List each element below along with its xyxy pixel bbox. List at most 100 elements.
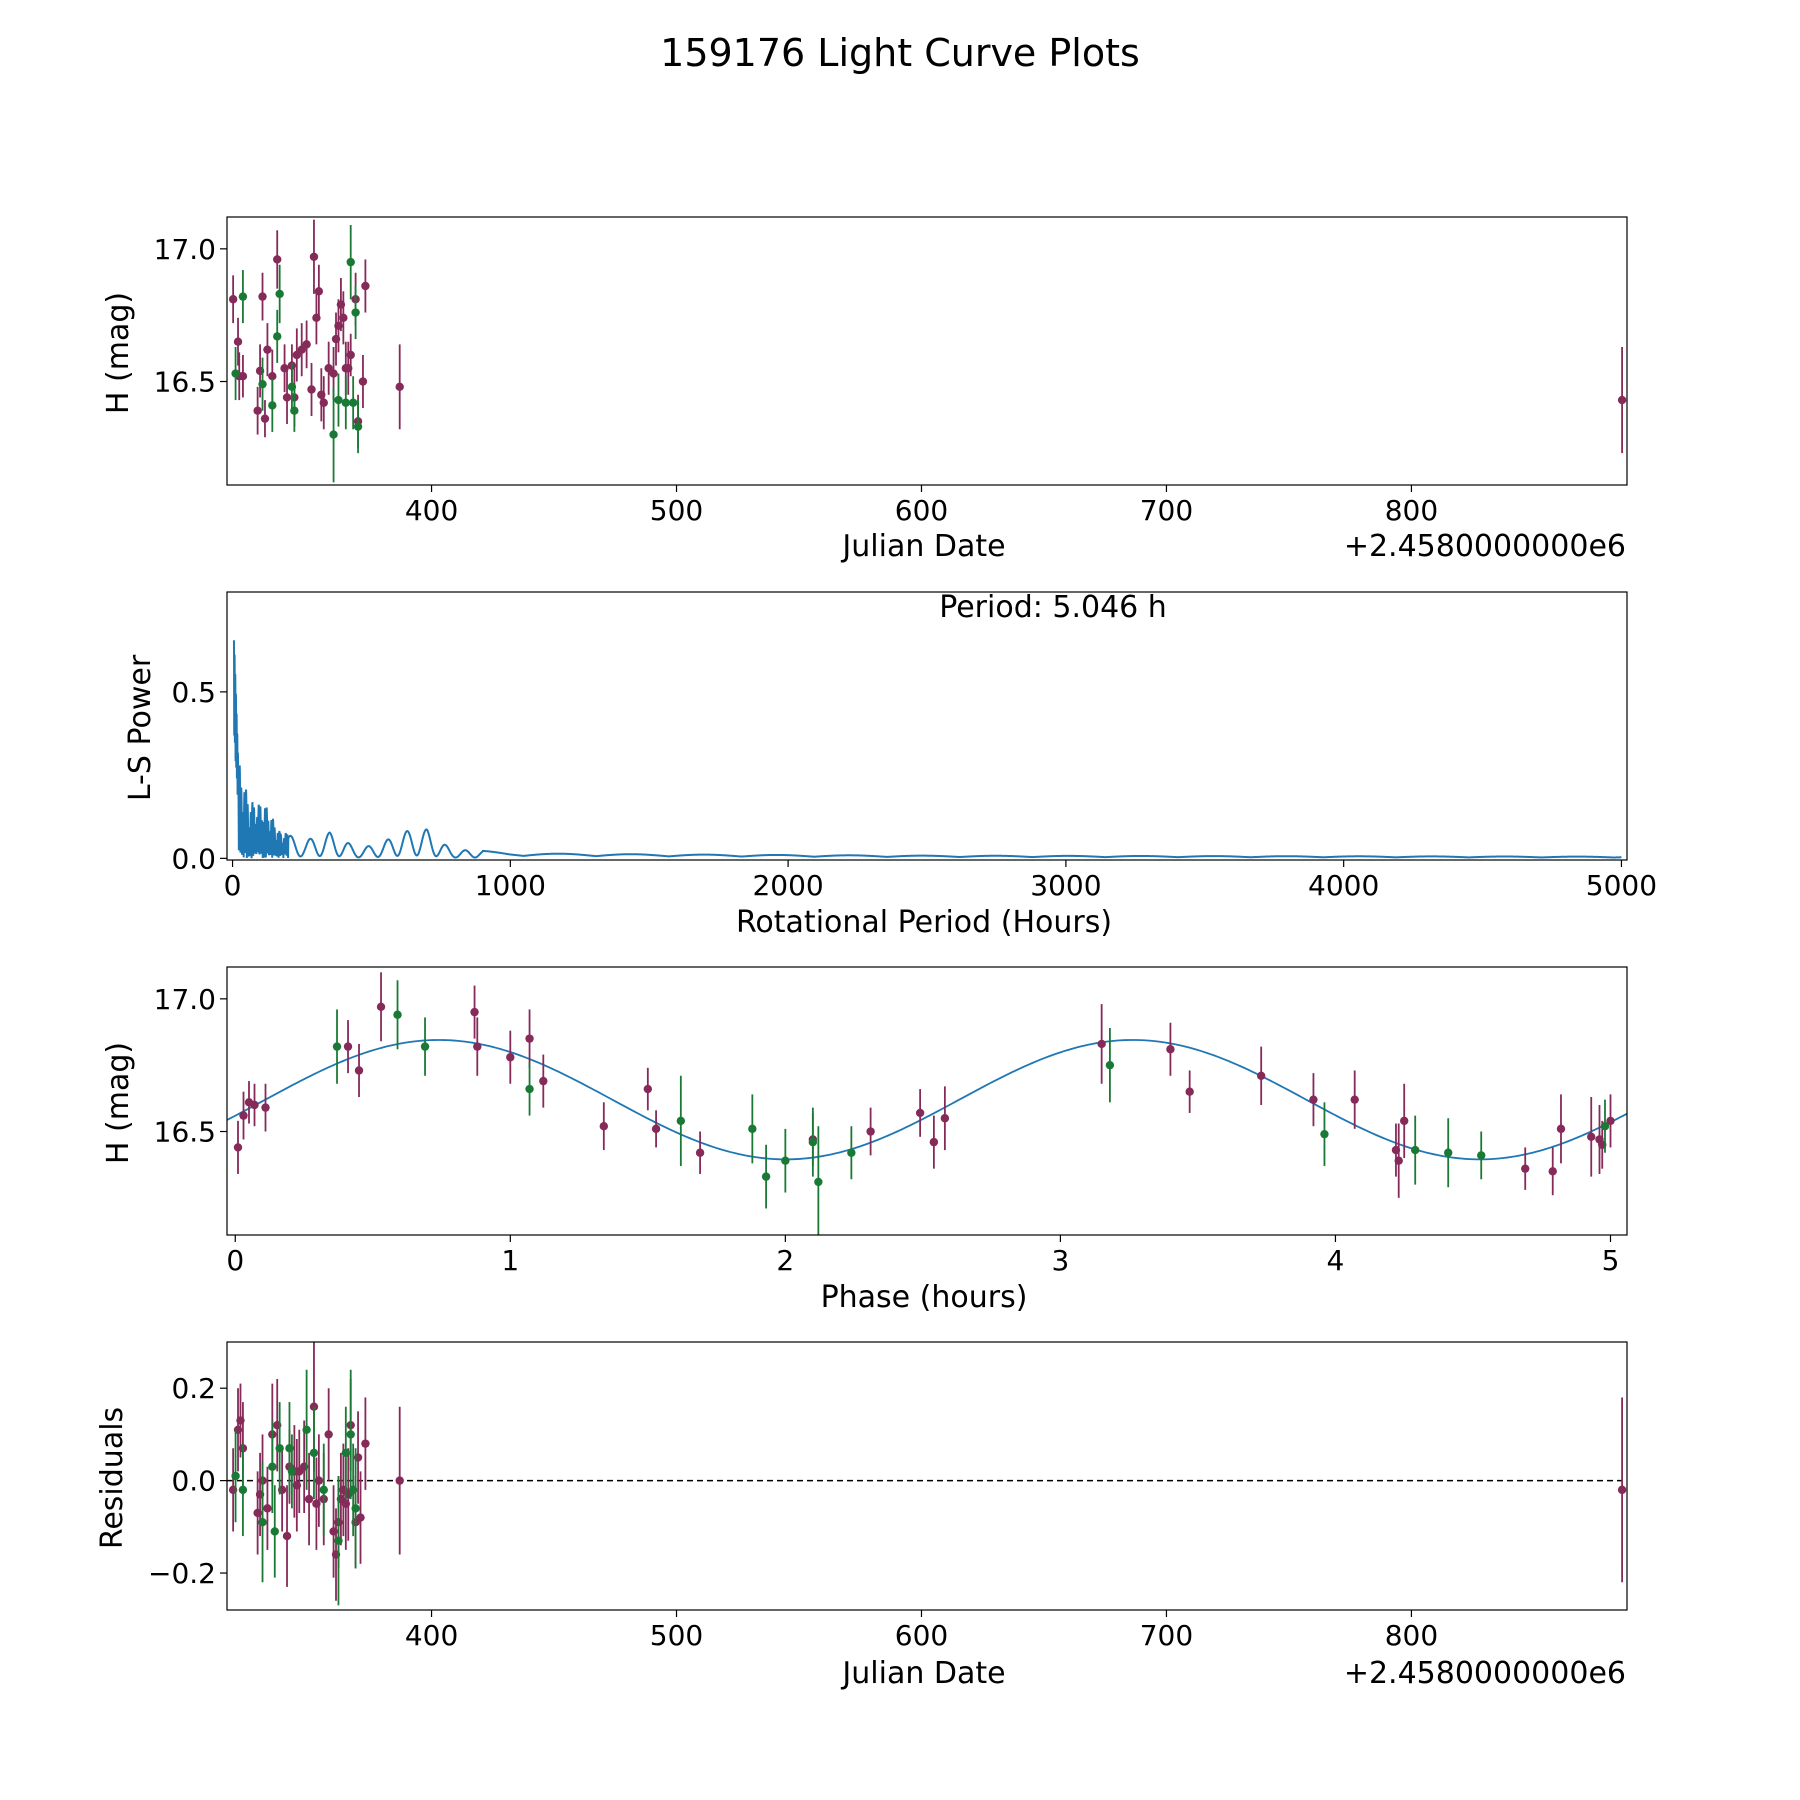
data-point <box>915 1108 925 1118</box>
data-point <box>290 406 299 415</box>
data-point <box>275 289 284 299</box>
data-point <box>1256 1071 1266 1080</box>
data-point <box>1105 1060 1115 1070</box>
data-point <box>651 1124 661 1134</box>
data-point <box>339 313 348 323</box>
plot-frame <box>226 216 1628 486</box>
data-point <box>539 1076 548 1086</box>
panel-periodogram: Rotational Period (Hours) L-S Power Peri… <box>123 590 1657 940</box>
data-point <box>470 1007 479 1017</box>
data-point <box>1521 1164 1530 1173</box>
y-tick-label: 16.5 <box>154 366 216 399</box>
data-point <box>1309 1095 1318 1104</box>
data-point <box>361 281 370 291</box>
data-point <box>329 430 338 439</box>
data-point <box>506 1053 515 1062</box>
data-point <box>268 401 277 410</box>
x-tick-label: 2 <box>776 1244 794 1277</box>
y-axis-label: Residuals <box>95 1407 130 1549</box>
plot-area <box>227 1342 1627 1606</box>
data-point <box>263 1504 272 1513</box>
data-point <box>847 1148 856 1157</box>
x-tick-label: 500 <box>650 494 703 527</box>
y-tick-label: 17.0 <box>154 233 216 266</box>
fit-curve <box>227 1039 1627 1161</box>
data-point <box>297 345 306 354</box>
data-point <box>329 369 338 378</box>
x-axis-label: Julian Date <box>840 1656 1005 1691</box>
data-point <box>282 1531 292 1541</box>
y-tick-label: 0.5 <box>171 676 216 709</box>
data-point <box>250 1100 259 1110</box>
data-point <box>1166 1045 1175 1054</box>
data-point <box>302 1425 311 1434</box>
y-tick-label: 0.0 <box>171 1465 216 1498</box>
data-point <box>233 337 243 346</box>
plot-area <box>227 972 1627 1235</box>
data-point <box>1185 1087 1194 1096</box>
data-point <box>258 379 267 389</box>
x-tick-label: 500 <box>650 1619 703 1652</box>
x-tick-label: 600 <box>895 494 948 527</box>
plot-frame <box>226 1341 1628 1611</box>
data-point <box>304 1494 314 1504</box>
data-point <box>292 350 302 360</box>
data-point <box>395 1476 404 1485</box>
panel-phase-curve: Phase (hours) H (mag) 0 1 2 3 4 5 16.5 17.0 <box>101 966 1628 1315</box>
data-point <box>260 414 270 423</box>
x-tick-label: 1 <box>501 1244 519 1277</box>
data-point <box>1606 1116 1615 1126</box>
data-point <box>525 1084 534 1094</box>
x-axis-label: Phase (hours) <box>821 1280 1028 1315</box>
x-tick-label: 0 <box>226 1244 244 1277</box>
y-tick-label: −0.2 <box>148 1557 216 1590</box>
data-point <box>395 382 404 392</box>
data-point <box>346 1430 355 1439</box>
data-point <box>1587 1132 1596 1142</box>
data-point <box>376 1002 386 1012</box>
data-point <box>1600 1122 1610 1131</box>
data-point <box>319 1485 328 1495</box>
data-point <box>1350 1095 1359 1104</box>
data-point <box>287 382 297 392</box>
data-point <box>341 1448 351 1458</box>
data-point <box>354 1066 364 1075</box>
data-point <box>1411 1145 1420 1155</box>
x-axis-label: Rotational Period (Hours) <box>736 905 1112 940</box>
x-offset-label: +2.4580000000e6 <box>1344 529 1626 564</box>
data-point <box>356 1513 365 1522</box>
data-point <box>525 1034 534 1043</box>
data-point <box>1444 1148 1453 1157</box>
x-tick-label: 400 <box>405 494 458 527</box>
data-point <box>346 257 355 267</box>
x-tick-label: 400 <box>405 1619 458 1652</box>
data-point <box>748 1124 757 1134</box>
y-axis-label: H (mag) <box>101 292 136 414</box>
data-point <box>309 252 319 262</box>
panel-residuals: Julian Date Residuals +2.4580000000e6 40… <box>95 1341 1628 1691</box>
plot-frame <box>226 966 1628 1236</box>
data-point <box>258 1518 267 1527</box>
data-point <box>1617 395 1627 405</box>
data-point <box>343 1042 353 1051</box>
data-point <box>302 340 311 349</box>
data-point <box>1548 1167 1557 1176</box>
data-point <box>268 1462 277 1471</box>
data-point <box>261 1103 270 1112</box>
data-point <box>258 292 267 301</box>
data-point <box>1400 1116 1409 1126</box>
data-point <box>361 1439 370 1448</box>
figure-title: 159176 Light Curve Plots <box>660 31 1140 75</box>
data-point <box>351 308 360 317</box>
x-tick-label: 4000 <box>1308 869 1379 902</box>
y-axis-label: L-S Power <box>123 654 158 801</box>
data-point <box>420 1042 430 1051</box>
x-tick-label: 2000 <box>752 869 823 902</box>
data-point <box>676 1116 686 1126</box>
x-tick-label: 600 <box>895 1619 948 1652</box>
data-point <box>231 369 240 378</box>
data-point <box>280 364 289 373</box>
x-tick-label: 0 <box>224 869 242 902</box>
y-axis-label: H (mag) <box>101 1042 136 1164</box>
data-point <box>238 372 248 381</box>
